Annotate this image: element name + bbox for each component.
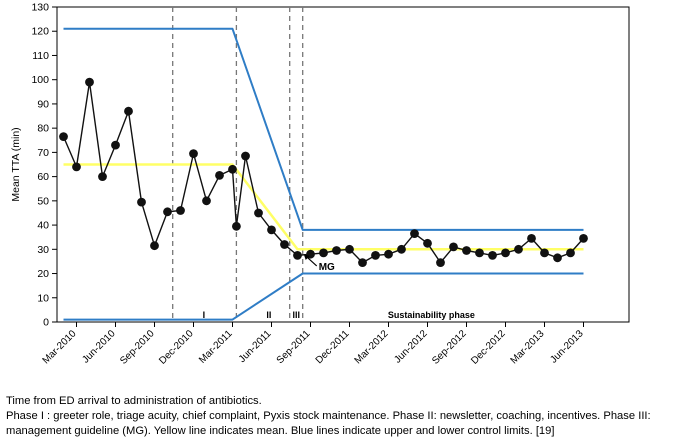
data-point [85,77,94,87]
data-point [371,251,380,260]
phase-label: II [266,310,271,320]
plot-area-border [56,6,630,323]
phase-label: III [292,310,300,320]
y-tick-label: 20 [37,268,49,280]
data-point [540,248,549,258]
data-point [232,221,241,231]
data-point [410,229,419,239]
x-tick-label: Mar-2013 [509,328,547,366]
x-tick-label: Sep-2010 [118,328,157,367]
x-tick-label: Dec-2011 [314,328,352,366]
x-tick-label: Sep-2011 [275,328,313,366]
caption-line-1: Time from ED arrival to administration o… [6,395,262,407]
data-point [332,246,341,255]
data-point [267,225,276,235]
y-tick-label: 60 [37,171,49,183]
lower-control-limit-line [63,272,584,321]
x-tick-label: Jun-2010 [80,328,118,366]
data-point [254,208,263,218]
data-point [501,248,510,258]
data-point [59,132,68,142]
x-tick-label: Jun-2012 [392,328,430,366]
y-tick-label: 0 [43,317,49,329]
y-tick-label: 120 [31,26,49,38]
upper-control-limit-line [63,27,584,231]
phase-label: I [203,310,206,320]
x-tick-label: Mar-2011 [197,328,235,366]
data-point [553,253,562,263]
data-point [462,246,471,255]
data-point [319,248,328,258]
data-point [527,234,536,243]
data-point [449,242,458,252]
y-tick-label: 90 [37,98,49,110]
series-line [62,81,585,264]
x-tick-label: Dec-2012 [469,328,508,367]
data-point [163,207,172,217]
data-point [293,251,302,260]
caption-line-2: Phase I : greeter role, triage acuity, c… [6,410,651,437]
data-point [488,251,497,260]
y-tick-label: 30 [37,244,49,256]
data-point [514,244,523,254]
y-tick-label: 40 [37,220,49,232]
x-tick-label: Jun-2013 [548,328,586,366]
y-tick-label: 110 [32,50,49,62]
phase-label: Sustainability phase [388,310,475,320]
x-tick-label: Mar-2012 [353,328,391,366]
data-point [280,240,289,249]
data-point [423,238,432,248]
data-point [124,106,133,116]
data-point [345,244,354,254]
data-series [59,77,588,267]
data-point [228,164,237,174]
plot-frame [52,6,630,327]
y-tick-label: 70 [37,147,49,159]
control-chart: 0 10 20 30 40 50 60 70 80 90 100 110 120 130 Mean TTA … [10,2,630,367]
y-tick-label: 80 [37,123,49,135]
data-point [215,171,224,180]
data-point [176,206,185,215]
data-point [137,197,146,207]
data-point [566,248,575,258]
x-tick-label: Sep-2012 [430,328,469,367]
data-point [72,162,81,172]
y-axis-label: Mean TTA (min) [10,127,22,201]
x-tick-label: Dec-2010 [157,328,196,367]
x-tick-label: Jun-2011 [237,328,274,365]
data-point [358,258,367,267]
data-point [111,140,120,150]
annotations: MG [303,253,335,273]
data-point [189,149,198,159]
annotation-label: MG [319,262,335,273]
mean-line-group [63,163,584,251]
data-point [579,234,588,243]
y-tick-label: 10 [37,292,49,304]
y-tick-label: 50 [37,195,49,207]
control-limit-lines [63,27,584,321]
data-point [475,248,484,258]
figure-caption: Time from ED arrival to administration o… [6,394,686,439]
mean-line [63,163,584,251]
x-tick-label: Mar-2010 [41,328,79,366]
data-point [202,196,211,206]
y-tick-label: 130 [31,2,49,14]
data-point [384,249,393,259]
annotation-arrowhead [303,253,310,260]
data-point [98,172,107,182]
data-point [150,241,159,251]
data-point [397,244,406,254]
data-point [241,151,250,161]
data-point [436,258,445,267]
y-tick-label: 100 [31,74,49,86]
phase-labels: I II III Sustainability phase [203,310,475,320]
